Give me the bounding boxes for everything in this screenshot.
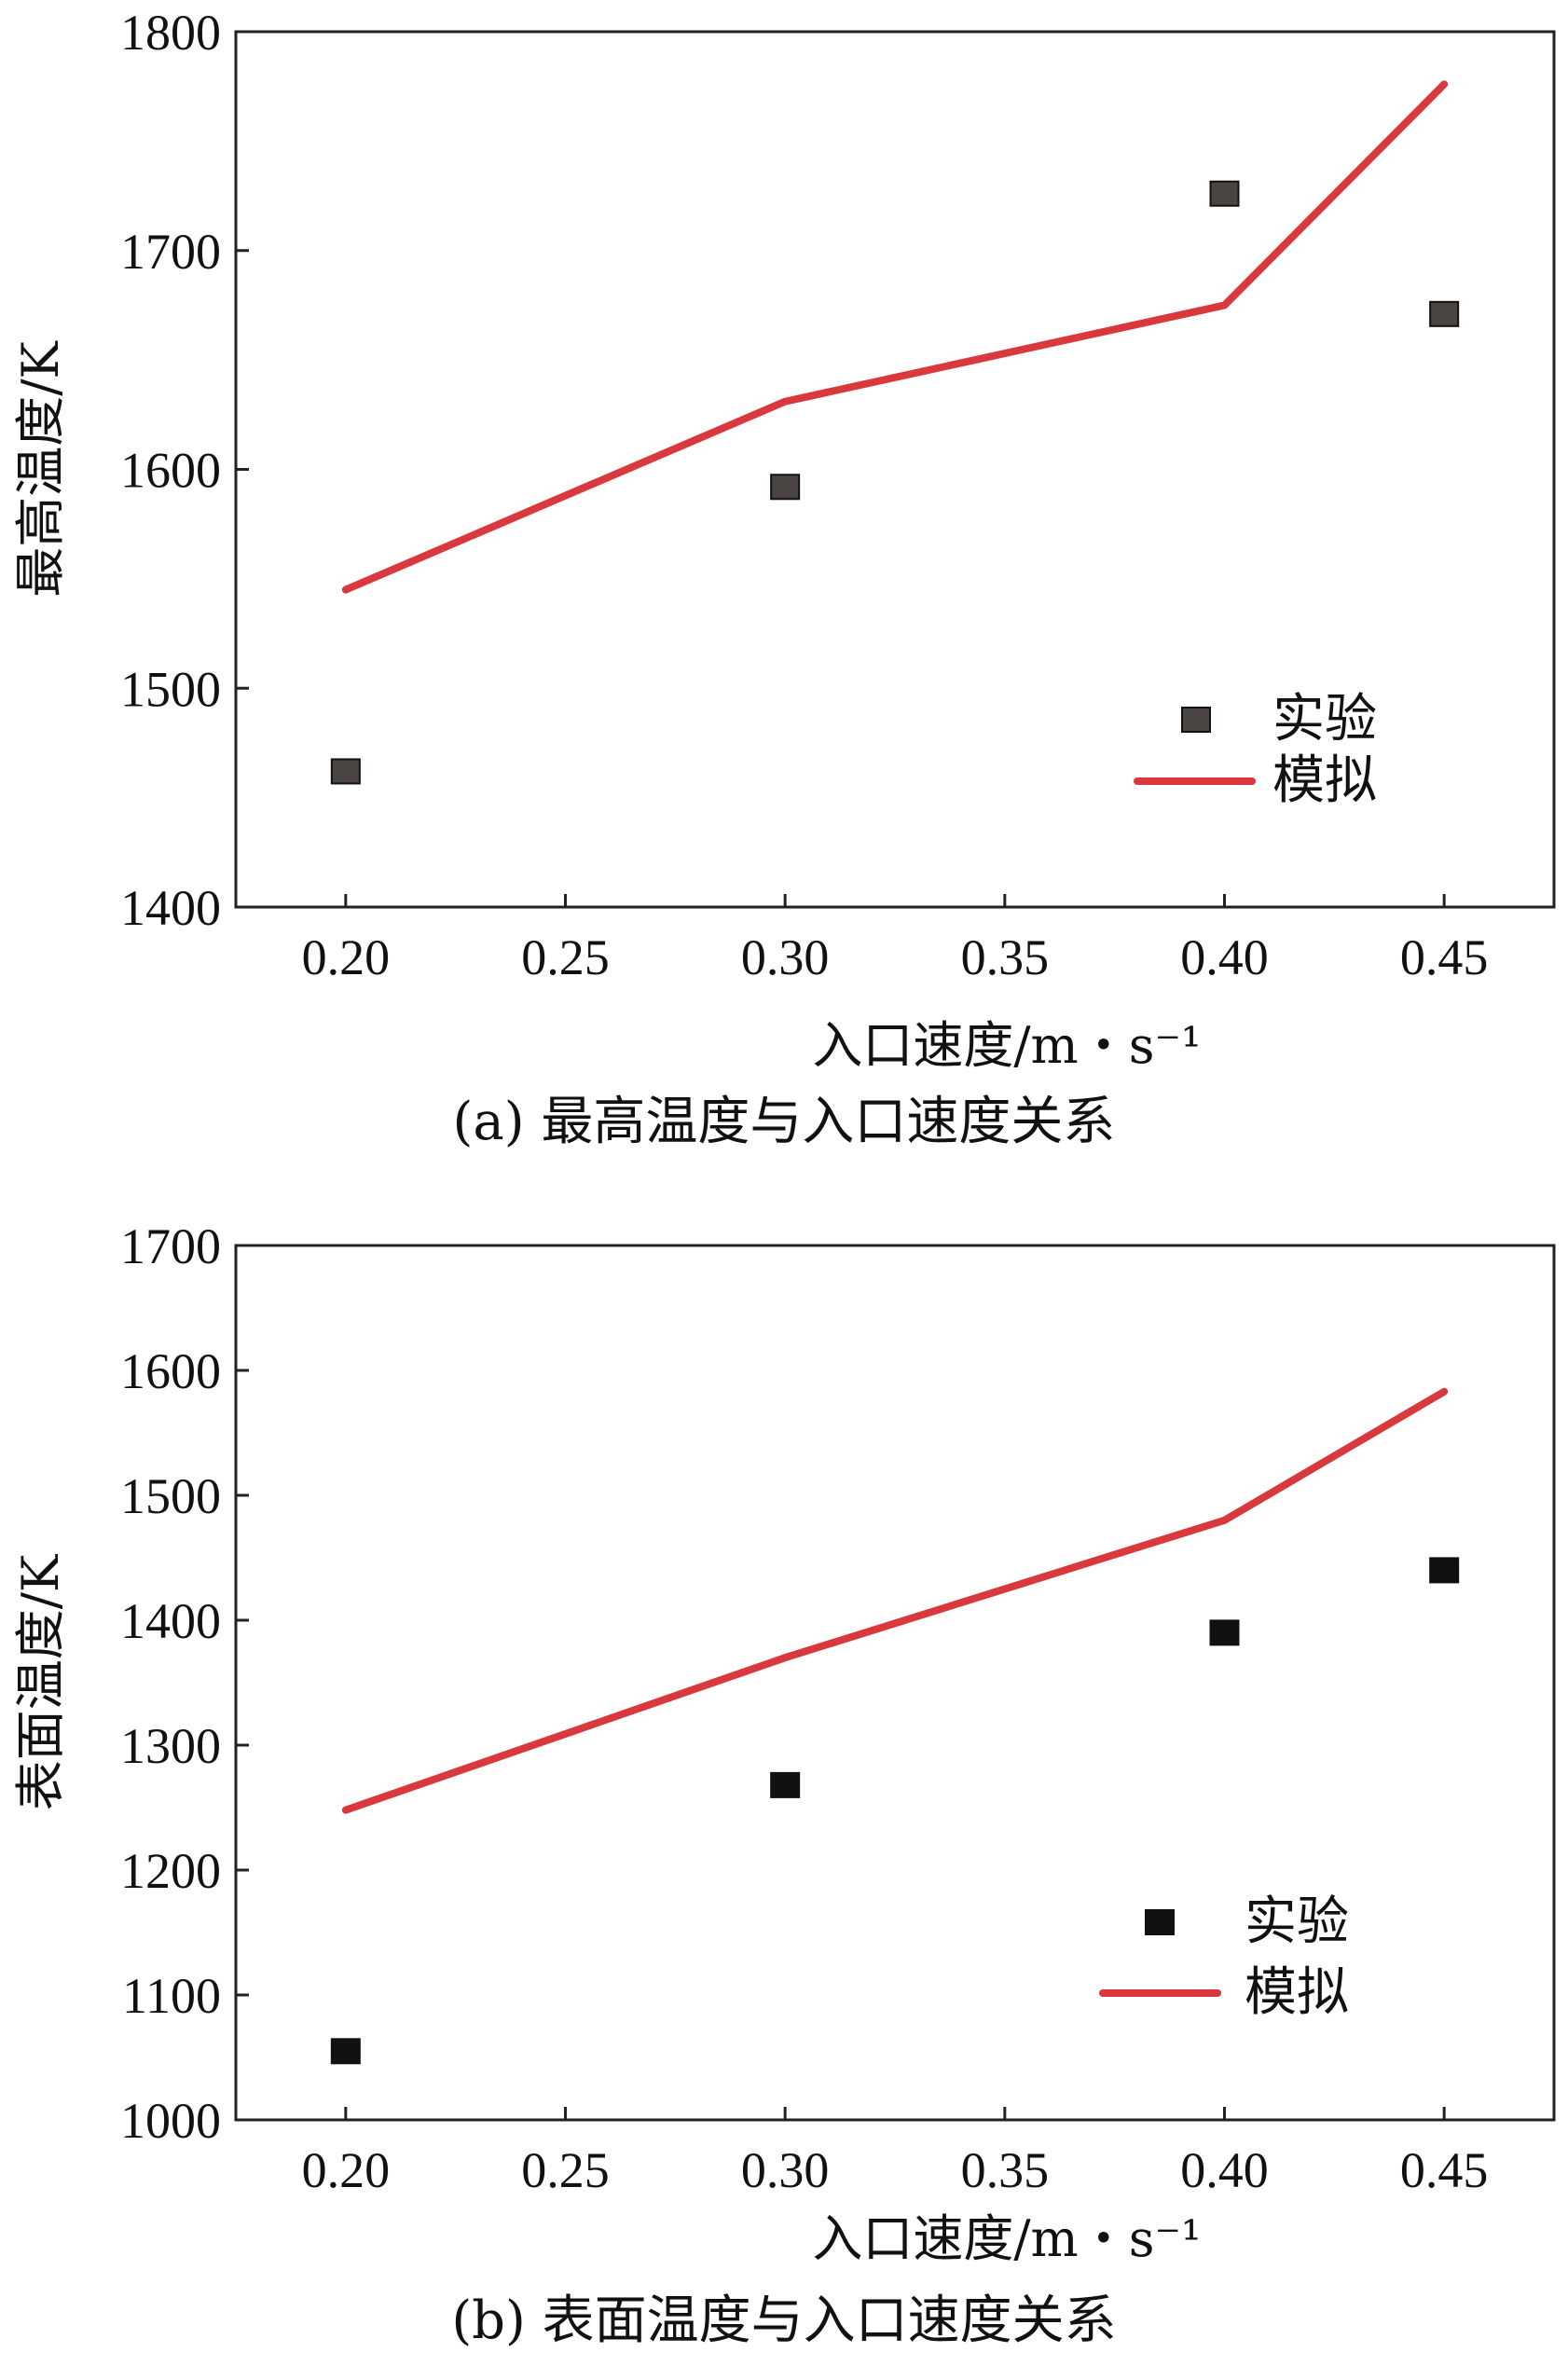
y-tick-label: 1000: [120, 2093, 221, 2149]
x-tick-label: 0.25: [521, 929, 610, 985]
y-tick-label: 1800: [120, 5, 221, 61]
x-tick-label: 0.20: [302, 2142, 391, 2198]
y-tick-label: 1700: [120, 1218, 221, 1274]
y-tick-label: 1700: [120, 224, 221, 280]
legend-label-simulation: 模拟: [1245, 1962, 1349, 2023]
y-tick-label: 1600: [120, 1343, 221, 1399]
y-tick-label: 1500: [120, 1468, 221, 1524]
experiment-point: [770, 474, 801, 501]
experiment-point: [1429, 300, 1460, 327]
x-tick-label: 0.35: [961, 2142, 1050, 2198]
chart-caption: (a) 最高温度与入口速度关系: [453, 1092, 1116, 1152]
x-axis-label: 入口速度/m・s⁻¹: [812, 2209, 1201, 2268]
x-axis-label: 入口速度/m・s⁻¹: [812, 1016, 1201, 1075]
experiment-point: [1429, 1557, 1460, 1584]
x-tick-label: 0.20: [302, 929, 391, 985]
legend-marker-experiment: [1145, 1909, 1175, 1935]
x-tick-label: 0.40: [1180, 929, 1269, 985]
experiment-point: [770, 1771, 801, 1798]
y-tick-label: 1300: [120, 1718, 221, 1774]
chart-panel-b: 0.20 0.25 0.30 0.35 0.40 0.45 1000 1100 1200 1300…: [11, 1218, 1556, 2351]
legend-marker-experiment: [1181, 707, 1211, 733]
y-axis-label: 最高温度/K: [11, 340, 70, 598]
experiment-point: [330, 2038, 361, 2065]
y-tick-label: 1400: [120, 880, 221, 936]
y-tick-label: 1500: [120, 661, 221, 717]
experiment-point: [1209, 1619, 1240, 1646]
plot-frame: [234, 1244, 1556, 2122]
x-tick-label: 0.30: [741, 929, 830, 985]
chart-panel-a: 0.20 0.25 0.30 0.35 0.40 0.45 1400 1500 1600 1700…: [11, 5, 1556, 1152]
x-tick-label: 0.25: [521, 2142, 610, 2198]
x-tick-label: 0.45: [1400, 929, 1489, 985]
x-tick-label: 0.45: [1400, 2142, 1489, 2198]
y-tick-label: 1100: [122, 1968, 221, 2024]
y-tick-label: 1400: [120, 1593, 221, 1649]
y-axis-label: 表面温度/K: [11, 1553, 70, 1810]
experiment-point: [330, 758, 361, 785]
simulation-line: [341, 1387, 1449, 1814]
legend-label-experiment: 实验: [1272, 689, 1377, 750]
chart-caption: (b) 表面温度与入口速度关系: [451, 2290, 1116, 2351]
x-tick-label: 0.30: [741, 2142, 830, 2198]
simulation-line: [341, 80, 1449, 594]
legend-label-experiment: 实验: [1245, 1891, 1349, 1952]
x-tick-label: 0.35: [961, 929, 1050, 985]
legend-label-simulation: 模拟: [1272, 750, 1377, 811]
experiment-point: [1209, 180, 1240, 207]
y-tick-label: 1200: [120, 1843, 221, 1899]
y-tick-label: 1600: [120, 443, 221, 499]
x-tick-label: 0.40: [1180, 2142, 1269, 2198]
